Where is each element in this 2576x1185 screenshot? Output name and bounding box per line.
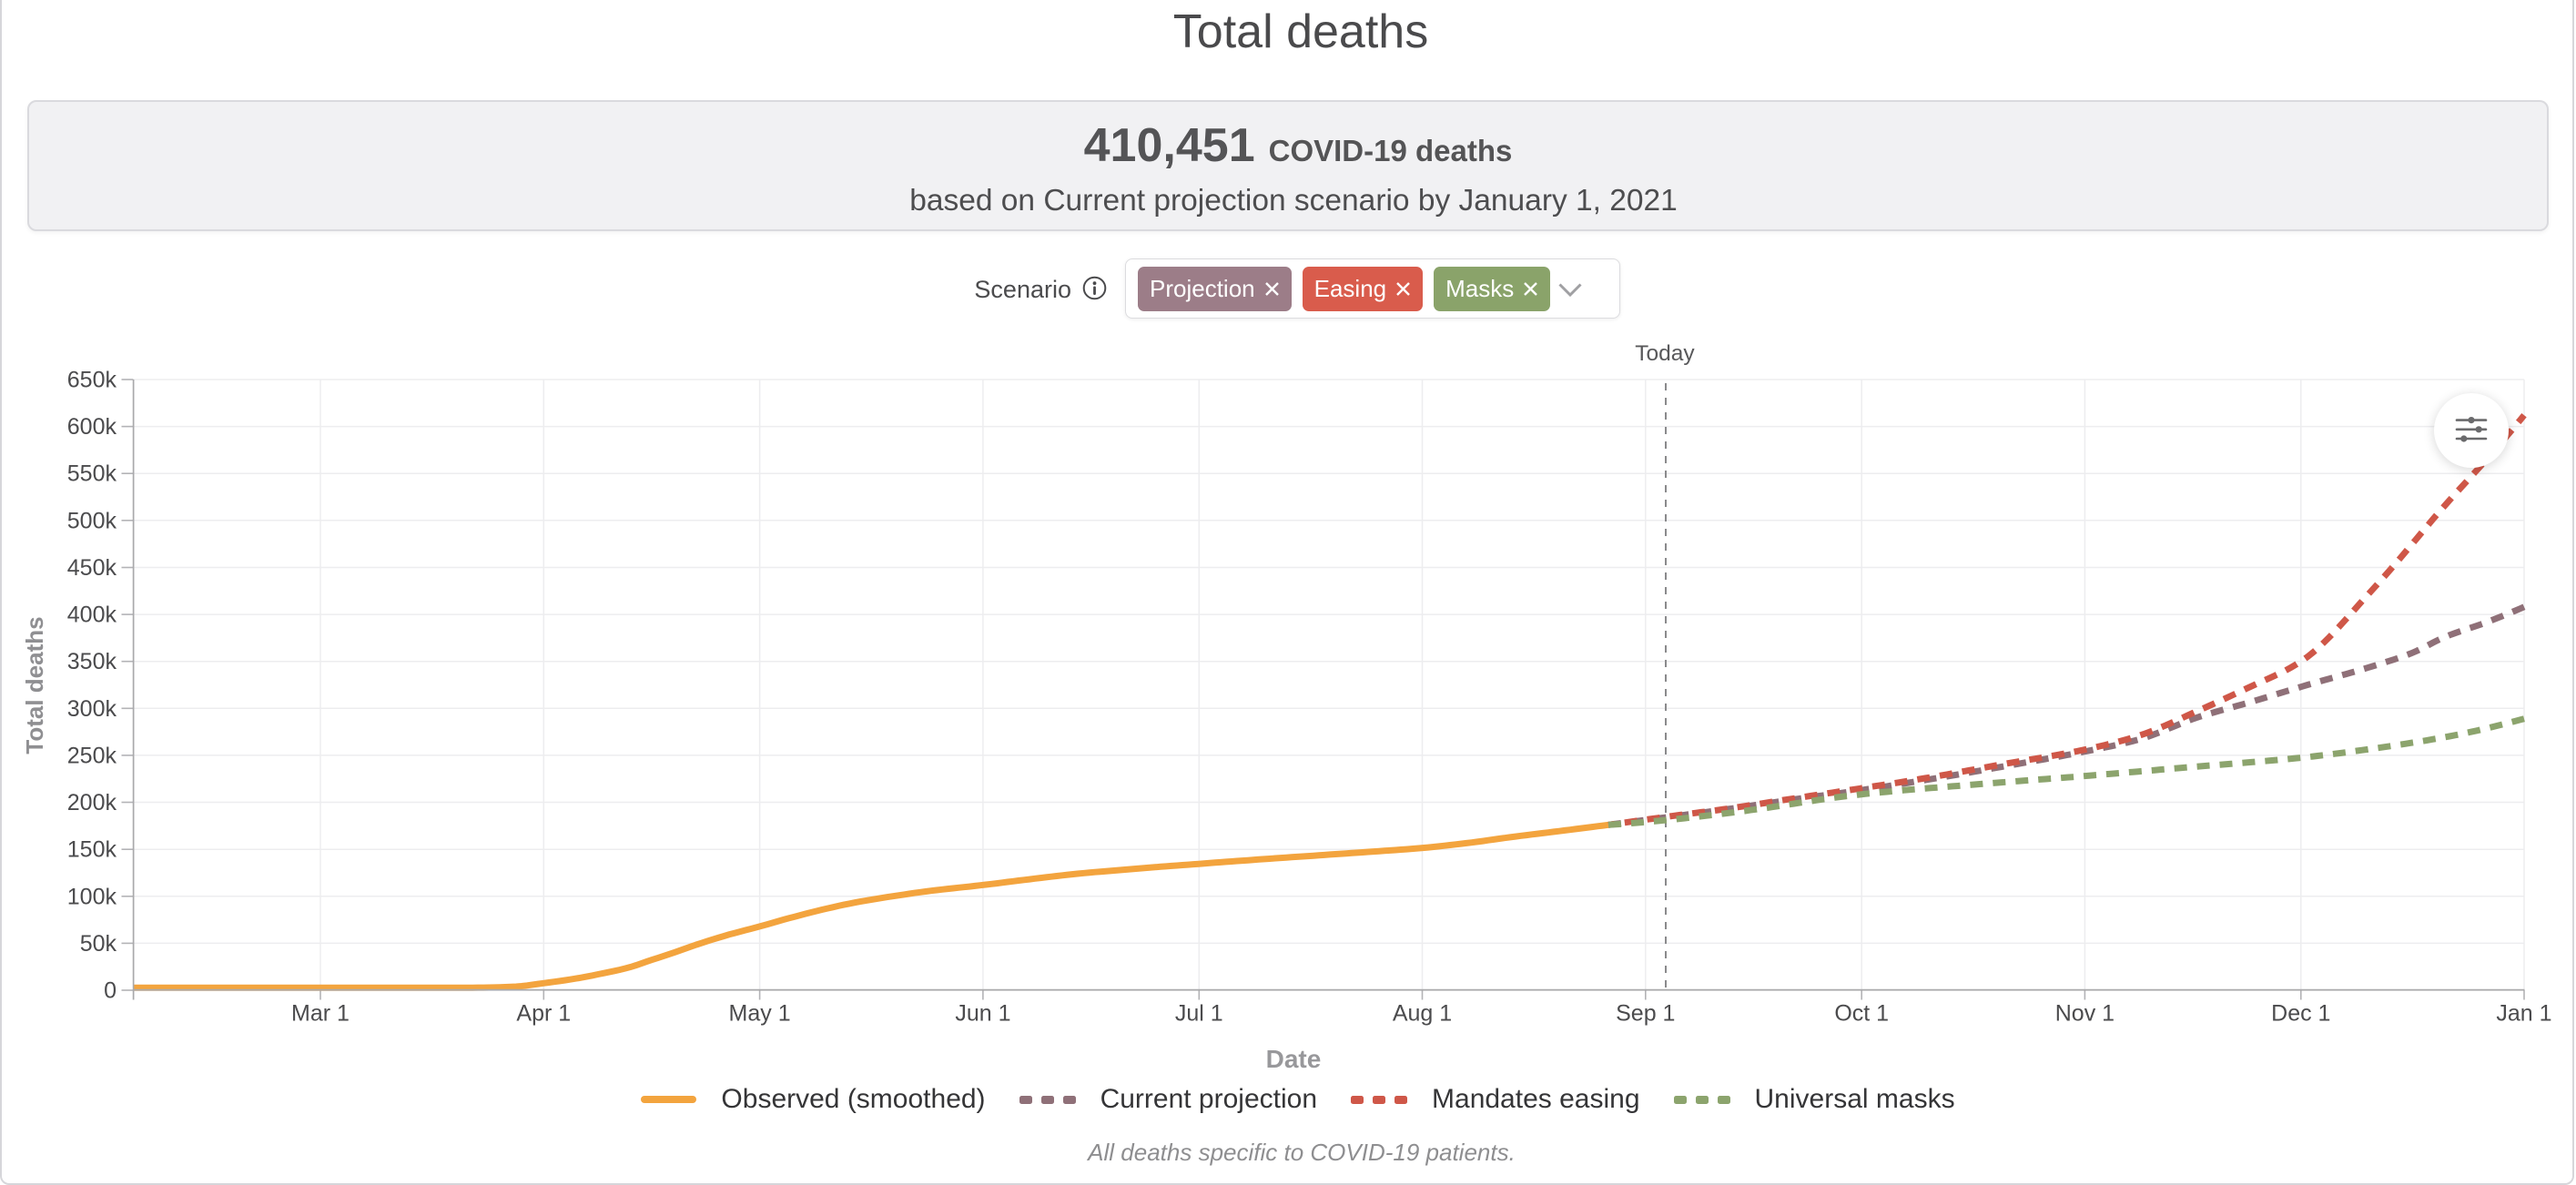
svg-text:100k: 100k <box>67 884 117 909</box>
svg-text:650k: 650k <box>67 368 117 393</box>
svg-text:400k: 400k <box>67 603 117 628</box>
svg-text:Aug 1: Aug 1 <box>1393 1001 1452 1027</box>
svg-text:Date: Date <box>1266 1045 1322 1073</box>
svg-text:Total deaths: Total deaths <box>21 616 48 754</box>
svg-text:Jun 1: Jun 1 <box>955 1001 1010 1027</box>
svg-text:Apr 1: Apr 1 <box>516 1001 571 1027</box>
svg-text:Sep 1: Sep 1 <box>1616 1001 1675 1027</box>
svg-text:0: 0 <box>104 978 117 1004</box>
svg-text:Jul 1: Jul 1 <box>1175 1001 1223 1027</box>
svg-text:600k: 600k <box>67 414 117 440</box>
svg-text:May 1: May 1 <box>729 1001 791 1027</box>
svg-text:Today: Today <box>1635 341 1695 366</box>
svg-text:300k: 300k <box>67 696 117 722</box>
svg-text:Dec 1: Dec 1 <box>2271 1001 2330 1027</box>
svg-text:450k: 450k <box>67 555 117 581</box>
svg-text:250k: 250k <box>67 743 117 768</box>
svg-text:550k: 550k <box>67 461 117 487</box>
svg-text:Mar 1: Mar 1 <box>291 1001 350 1027</box>
svg-text:50k: 50k <box>80 931 117 957</box>
svg-text:350k: 350k <box>67 649 117 674</box>
svg-text:500k: 500k <box>67 508 117 533</box>
svg-text:150k: 150k <box>67 837 117 863</box>
svg-text:Nov 1: Nov 1 <box>2055 1001 2115 1027</box>
svg-text:Jan 1: Jan 1 <box>2496 1001 2551 1027</box>
svg-text:Oct 1: Oct 1 <box>1834 1001 1889 1027</box>
svg-text:200k: 200k <box>67 790 117 815</box>
